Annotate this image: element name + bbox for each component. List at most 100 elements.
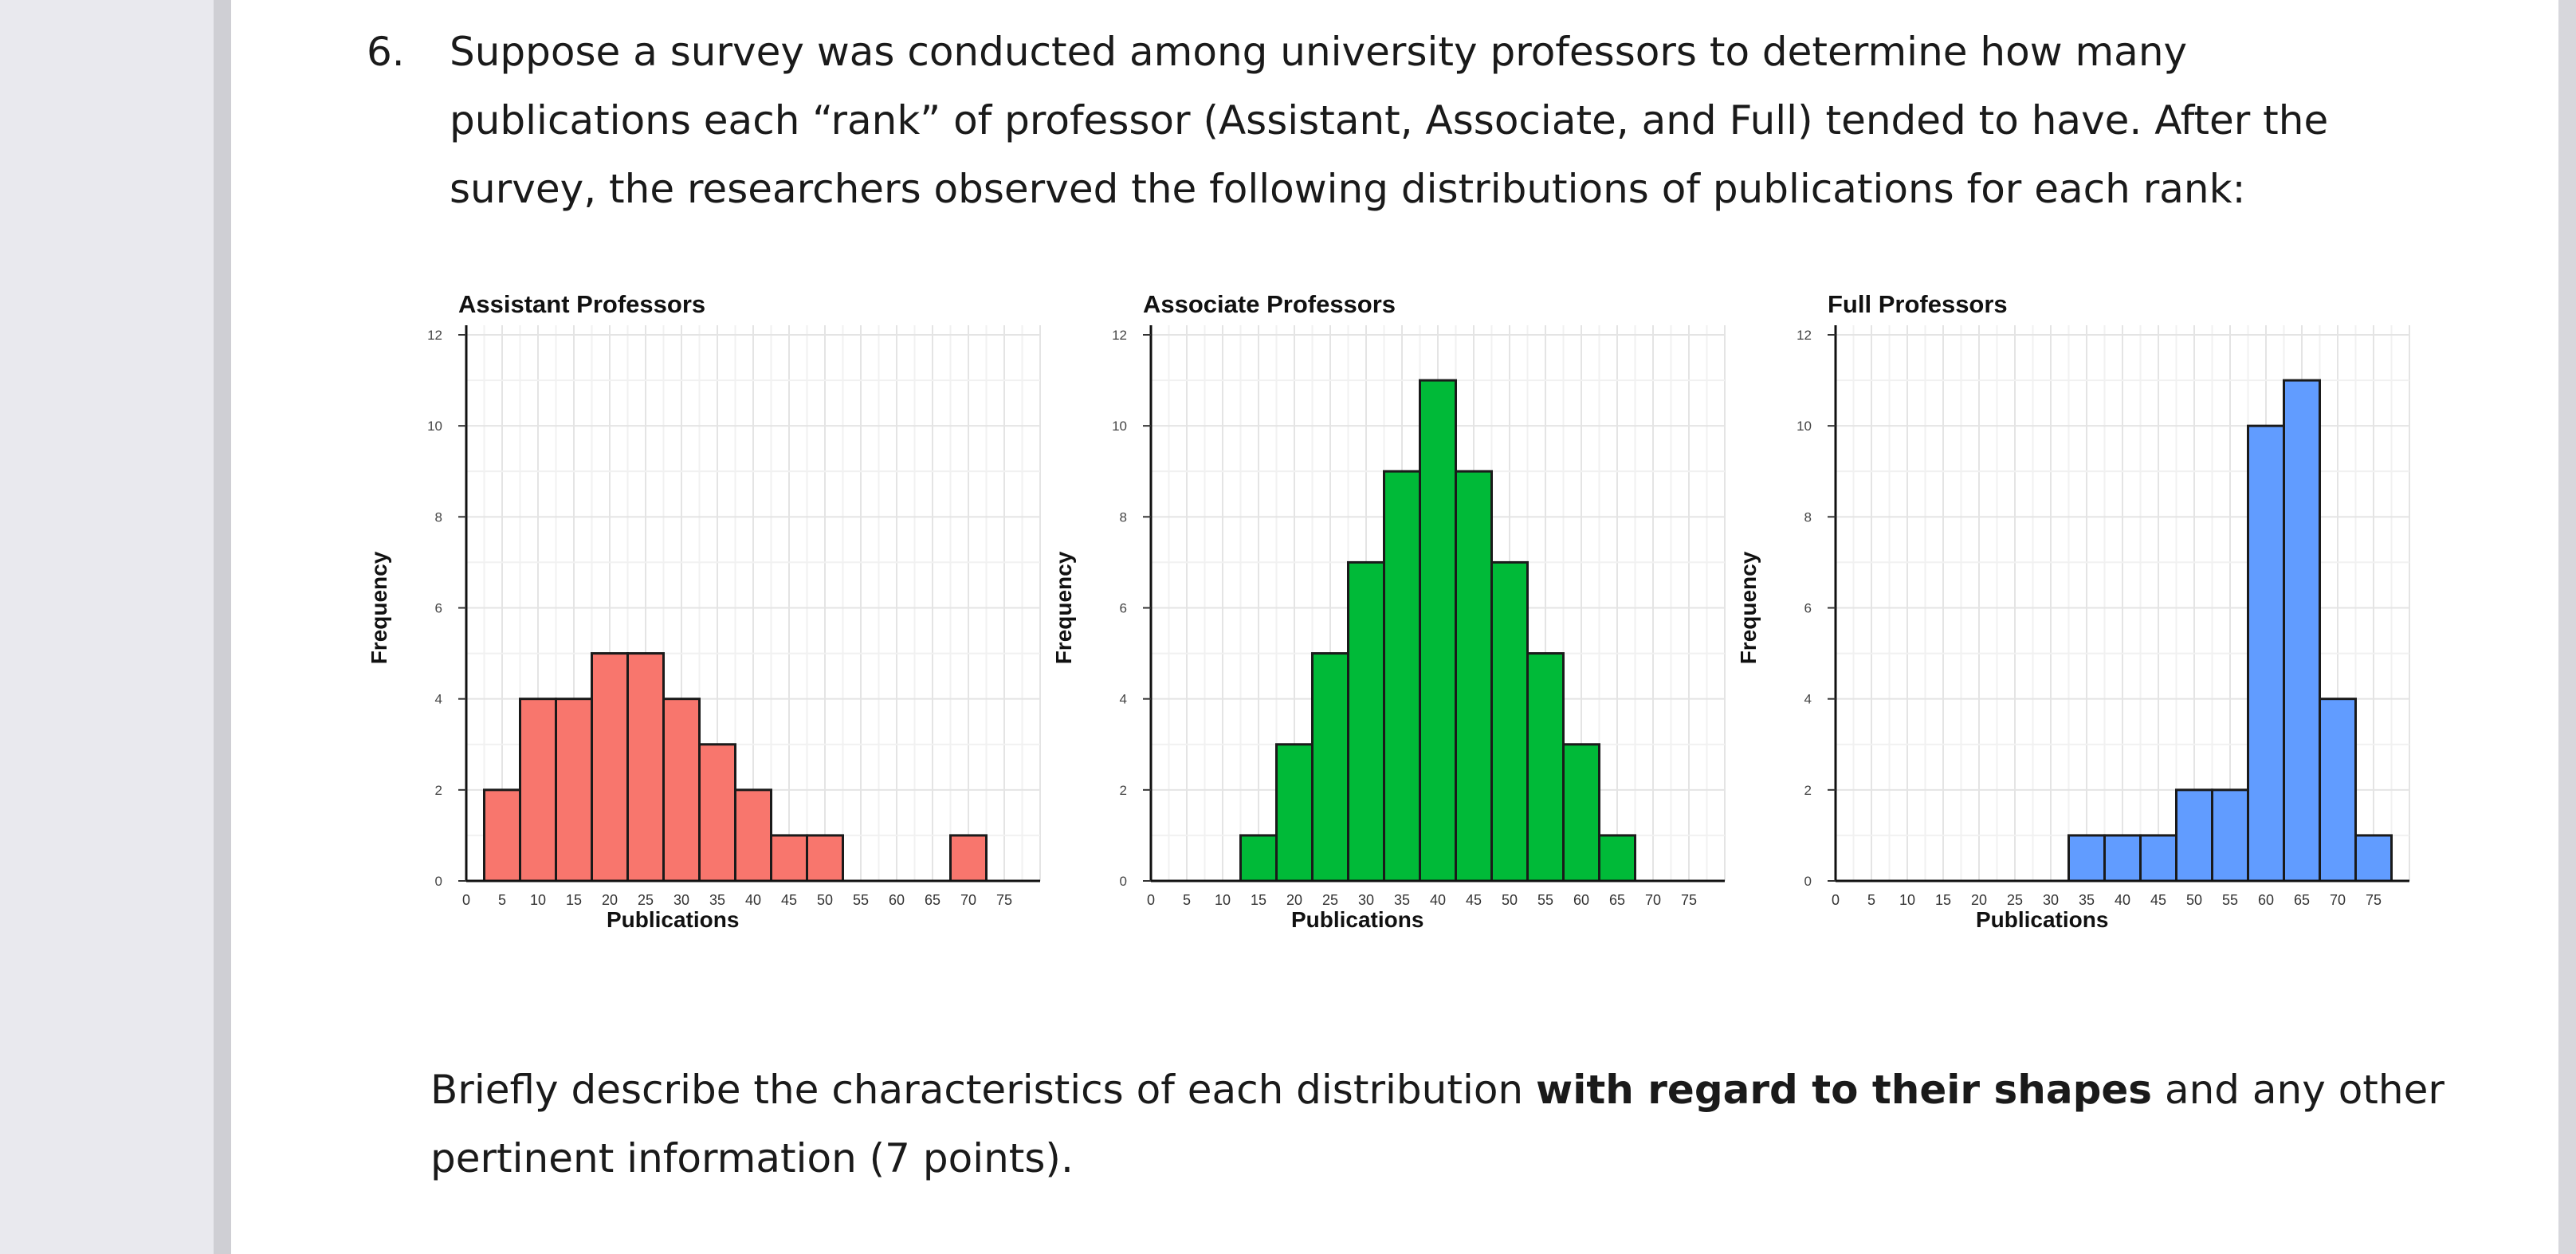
x-tick-label: 60 — [889, 892, 905, 908]
x-tick-label: 75 — [996, 892, 1012, 908]
scrollbar-track[interactable] — [2558, 0, 2576, 1254]
histogram-bar — [626, 652, 665, 883]
histogram-bar — [734, 788, 772, 883]
y-axis-label: Frequency — [367, 551, 391, 664]
answer-prompt: Briefly describe the characteristics of … — [430, 1055, 2471, 1193]
y-tick-label: 4 — [435, 692, 442, 707]
y-tick-label: 2 — [1804, 783, 1812, 798]
x-tick-label: 5 — [1867, 892, 1875, 908]
x-tick-label: 5 — [498, 892, 506, 908]
x-tick-label: 20 — [1971, 892, 1987, 908]
histogram-bar — [2319, 698, 2357, 883]
x-tick-label: 10 — [530, 892, 546, 908]
histogram-bar — [2067, 834, 2106, 883]
histogram-full: 0 2 4 6 8 10 12 0 5 10 15 20 25 30 35 40 45 50 55 60 65 70 75 F… — [1736, 290, 2410, 932]
histogram-bar — [698, 743, 736, 883]
y-tick-label: 4 — [1120, 692, 1127, 707]
x-tick-label: 10 — [1899, 892, 1915, 908]
histogram-associate: 0 2 4 6 8 10 12 0 5 10 15 20 25 30 35 40 45 50 55 60 65 70 75 A… — [1051, 290, 1726, 932]
y-tick-label: 8 — [1120, 509, 1127, 525]
x-tick-label: 30 — [2043, 892, 2059, 908]
histogram-bar — [1383, 470, 1421, 883]
histogram-bar — [555, 698, 593, 883]
x-tick-label: 20 — [602, 892, 618, 908]
x-tick-label: 65 — [2294, 892, 2310, 908]
x-axis-label: Publications — [607, 907, 739, 932]
x-tick-label: 35 — [1394, 892, 1410, 908]
y-tick-label: 2 — [1120, 783, 1127, 798]
x-tick-label: 20 — [1286, 892, 1302, 908]
x-tick-label: 45 — [1466, 892, 1482, 908]
x-tick-label: 25 — [638, 892, 654, 908]
histogram-bar — [2103, 834, 2142, 883]
prompt-pre: Briefly describe the characteristics of … — [430, 1067, 1537, 1113]
x-tick-label: 10 — [1215, 892, 1231, 908]
histogram-bar — [519, 698, 557, 883]
histogram-bar — [1419, 379, 1457, 883]
x-tick-label: 40 — [1430, 892, 1446, 908]
question-line-3: survey, the researchers observed the fol… — [450, 166, 2246, 212]
x-tick-label: 25 — [2007, 892, 2023, 908]
x-tick-label: 0 — [462, 892, 470, 908]
chart-title: Full Professors — [1828, 290, 2008, 318]
x-tick-label: 40 — [2115, 892, 2130, 908]
x-tick-label: 55 — [1537, 892, 1553, 908]
question-number: 6. — [367, 29, 405, 75]
x-tick-label: 30 — [1358, 892, 1374, 908]
histogram-bar — [806, 834, 844, 883]
y-tick-label: 8 — [1804, 509, 1812, 525]
y-axis-label: Frequency — [1736, 551, 1761, 664]
x-tick-label: 50 — [817, 892, 833, 908]
y-tick-label: 10 — [1797, 419, 1812, 434]
window-edge-left — [214, 0, 231, 1254]
x-tick-label: 0 — [1147, 892, 1155, 908]
x-tick-label: 5 — [1183, 892, 1191, 908]
x-tick-label: 25 — [1322, 892, 1338, 908]
x-tick-label: 65 — [925, 892, 940, 908]
y-tick-label: 10 — [427, 419, 442, 434]
x-tick-label: 15 — [1935, 892, 1951, 908]
question-line-2: publications each “rank” of professor (A… — [450, 97, 2329, 143]
histogram-bar — [1239, 834, 1278, 883]
y-tick-label: 6 — [435, 601, 442, 616]
x-tick-label: 55 — [853, 892, 869, 908]
x-tick-label: 35 — [2079, 892, 2095, 908]
y-tick-label: 10 — [1112, 419, 1127, 434]
histogram-bar — [2354, 834, 2393, 883]
histogram-bar — [2139, 834, 2177, 883]
question-text: Suppose a survey was conducted among uni… — [450, 18, 2490, 223]
histogram-bar — [1275, 743, 1314, 883]
histogram-bar — [1526, 652, 1565, 883]
y-tick-label: 0 — [1804, 874, 1812, 889]
x-tick-label: 65 — [1609, 892, 1625, 908]
x-tick-label: 40 — [745, 892, 761, 908]
x-tick-label: 15 — [1251, 892, 1266, 908]
histogram-bar — [1562, 743, 1600, 883]
x-tick-label: 15 — [566, 892, 582, 908]
x-tick-label: 45 — [2150, 892, 2166, 908]
chart-title: Assistant Professors — [458, 290, 705, 318]
chart-title: Associate Professors — [1143, 290, 1396, 318]
y-tick-label: 12 — [1112, 328, 1127, 343]
x-tick-label: 0 — [1832, 892, 1840, 908]
histogram-bar — [770, 834, 808, 883]
x-axis-label: Publications — [1291, 907, 1423, 932]
x-tick-label: 50 — [2186, 892, 2202, 908]
y-tick-label: 12 — [427, 328, 442, 343]
y-tick-label: 8 — [435, 509, 442, 525]
y-tick-label: 6 — [1120, 601, 1127, 616]
x-tick-label: 35 — [709, 892, 725, 908]
x-tick-label: 60 — [2258, 892, 2274, 908]
histogram-bar — [591, 652, 629, 883]
histogram-bar — [662, 698, 701, 883]
y-axis-label: Frequency — [1051, 551, 1076, 664]
prompt-line-1: Briefly describe the characteristics of … — [430, 1055, 2471, 1124]
prompt-post: and any other — [2152, 1067, 2444, 1113]
histogram-bar — [1598, 834, 1636, 883]
x-tick-label: 45 — [781, 892, 797, 908]
histogram-bar — [949, 834, 988, 883]
histogram-bar — [1311, 652, 1349, 883]
histogram-assistant: 0 2 4 6 8 10 12 0 5 10 15 20 25 30 35 40 45 50 55 60 65 70 75 A… — [367, 290, 1041, 932]
x-tick-label: 60 — [1573, 892, 1589, 908]
y-tick-label: 0 — [435, 874, 442, 889]
